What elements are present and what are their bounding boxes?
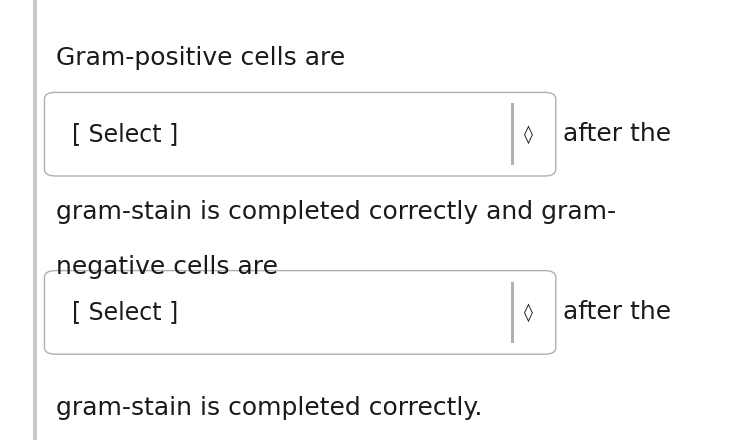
Bar <box>511 103 514 165</box>
Bar <box>33 0 37 440</box>
Text: [ Select ]: [ Select ] <box>72 301 178 324</box>
Text: after the: after the <box>563 301 671 324</box>
FancyBboxPatch shape <box>44 92 556 176</box>
Text: negative cells are: negative cells are <box>56 255 278 279</box>
Text: ◊: ◊ <box>524 125 533 143</box>
Text: after the: after the <box>563 122 671 146</box>
Text: Gram-positive cells are: Gram-positive cells are <box>56 46 345 70</box>
Text: [ Select ]: [ Select ] <box>72 122 178 146</box>
FancyBboxPatch shape <box>44 271 556 354</box>
Text: ◊: ◊ <box>524 303 533 322</box>
Text: gram-stain is completed correctly.: gram-stain is completed correctly. <box>56 396 482 420</box>
Bar <box>511 282 514 343</box>
Text: gram-stain is completed correctly and gram-: gram-stain is completed correctly and gr… <box>56 200 616 224</box>
